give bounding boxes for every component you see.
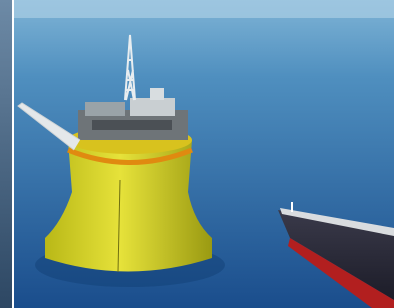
platform-hull — [45, 140, 212, 272]
sky — [14, 0, 394, 18]
photo — [0, 0, 394, 308]
module — [150, 88, 164, 100]
page: (() => { const data = JSON.parse(documen… — [0, 0, 394, 308]
module — [92, 120, 172, 130]
module — [85, 102, 125, 116]
module — [130, 98, 175, 116]
left-strip — [0, 0, 12, 308]
divider — [12, 0, 14, 308]
